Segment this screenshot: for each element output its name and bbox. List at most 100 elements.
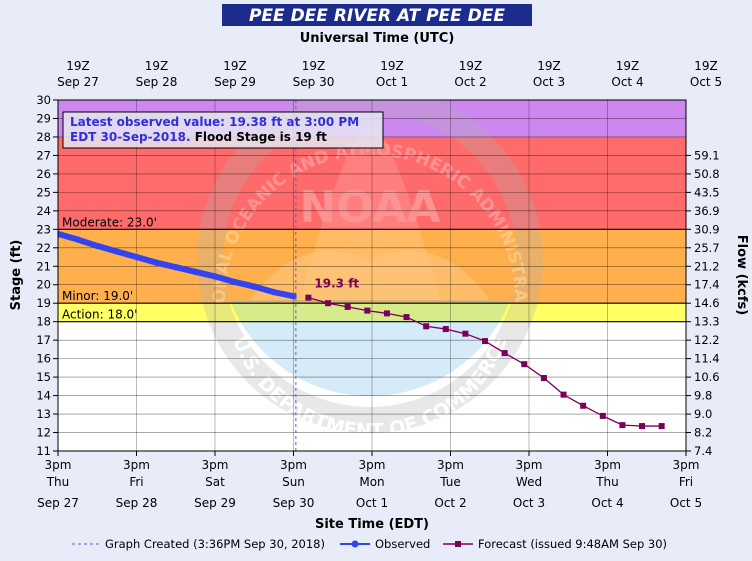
top-tick-time: 19Z (616, 59, 640, 73)
observed-point (290, 292, 297, 300)
legend-forecast-label: Forecast (issued 9:48AM Sep 30) (478, 537, 667, 551)
forecast-point (383, 310, 390, 317)
forecast-point (658, 423, 665, 430)
legend-created-label: Graph Created (3:36PM Sep 30, 2018) (105, 537, 325, 551)
y-tick-label: 18 (36, 315, 51, 329)
y-tick-label: 25 (36, 185, 51, 199)
top-tick-date: Oct 3 (533, 75, 565, 89)
threshold-label: Action: 18.0' (62, 308, 137, 322)
y-tick-label: 20 (36, 278, 51, 292)
legend-observed-label: Observed (375, 537, 430, 551)
y-tick-label: 22 (36, 241, 51, 255)
top-tick-time: 19Z (302, 59, 326, 73)
observed-point (113, 248, 121, 255)
x-tick-date: Sep 29 (194, 496, 236, 510)
flow-tick-label: 7.4 (694, 444, 712, 458)
legend-forecast-marker (455, 541, 461, 547)
flow-tick-label: 13.3 (694, 315, 720, 329)
y-tick-label: 14 (36, 389, 51, 403)
x-tick-day: Sun (282, 475, 305, 489)
observed-point (251, 283, 258, 290)
x-tick-day: Sat (205, 475, 225, 489)
y-tick-label: 19 (36, 296, 51, 310)
top-tick-date: Oct 4 (611, 75, 643, 89)
series-layer: 19.3 ft (58, 100, 665, 451)
top-tick-time: 19Z (223, 59, 247, 73)
annotation-line2: EDT 30-Sep-2018. Flood Stage is 19 ft (70, 130, 327, 144)
x-tick-time: 3pm (516, 458, 543, 472)
x-tick-date: Oct 2 (434, 496, 466, 510)
x-tick-date: Oct 4 (591, 496, 623, 510)
top-tick-time: 19Z (145, 59, 169, 73)
x-tick-time: 3pm (437, 458, 464, 472)
top-tick-date: Sep 29 (214, 75, 256, 89)
x-tick-time: 3pm (202, 458, 229, 472)
x-tick-date: Sep 30 (273, 496, 315, 510)
y-tick-label: 28 (36, 130, 51, 144)
flow-tick-label: 43.5 (694, 185, 720, 199)
forecast-start-label: 19.3 ft (314, 277, 359, 291)
forecast-point (560, 391, 567, 398)
top-tick-time: 19Z (66, 59, 90, 73)
x-tick-time: 3pm (594, 458, 621, 472)
x-tick-day: Fri (679, 475, 693, 489)
forecast-point (540, 375, 547, 382)
y-tick-label: 16 (36, 352, 51, 366)
band-normal (58, 321, 686, 451)
y-tick-label: 13 (36, 407, 51, 421)
forecast-point (599, 412, 606, 419)
forecast-point (462, 330, 469, 337)
legend-observed-marker (351, 540, 359, 548)
y-axis-right-label: Flow (kcfs) (734, 235, 749, 315)
x-axis-label: Site Time (EDT) (315, 517, 429, 532)
threshold-lines: Moderate: 23.0' Minor: 19.0' Action: 18.0' (58, 215, 686, 323)
annotation-line1: Latest observed value: 19.38 ft at 3:00 … (70, 115, 359, 129)
y-tick-label: 12 (36, 426, 51, 440)
top-axis-title: Universal Time (UTC) (300, 31, 455, 46)
x-tick-date: Sep 27 (37, 496, 79, 510)
x-tick-day: Thu (595, 475, 619, 489)
forecast-point (639, 423, 646, 430)
x-tick-day: Wed (516, 475, 542, 489)
observed-point (270, 288, 278, 296)
latest-observation-box: Latest observed value: 19.38 ft at 3:00 … (62, 111, 384, 149)
flow-tick-label: 11.4 (694, 352, 720, 366)
y-tick-label: 29 (36, 111, 51, 125)
x-tick-date: Oct 5 (670, 496, 702, 510)
top-tick-date: Sep 27 (57, 75, 99, 89)
x-tick-time: 3pm (123, 458, 150, 472)
top-tick-date: Oct 1 (376, 75, 408, 89)
y-tick-label: 17 (36, 333, 51, 347)
y-tick-label: 27 (36, 148, 51, 162)
y-tick-label: 23 (36, 222, 51, 236)
flow-tick-label: 9.0 (694, 407, 712, 421)
threshold-label: Minor: 19.0' (62, 289, 133, 303)
top-tick-date: Sep 30 (293, 75, 335, 89)
top-tick-date: Oct 2 (454, 75, 486, 89)
flow-tick-label: 21.2 (694, 259, 720, 273)
forecast-point (482, 338, 489, 345)
observed-point (58, 230, 62, 238)
forecast-point (403, 314, 410, 321)
axes: 11 12 13 14 15 16 17 18 19 20 21 22 23 24 25 26 27 28 29 30… (36, 59, 722, 510)
threshold-label: Moderate: 23.0' (62, 215, 157, 229)
y-axis-label: Stage (ft) (9, 240, 24, 311)
watermark-noaa-text: NOAA (299, 182, 440, 233)
forecast-point (521, 361, 528, 368)
x-tick-day: Mon (359, 475, 384, 489)
forecast-point (325, 300, 332, 307)
flow-tick-label: 25.7 (694, 241, 720, 255)
observed-point (152, 259, 160, 266)
band-moderate (58, 136, 686, 230)
flow-tick-label: 50.8 (694, 167, 720, 181)
observed-point (94, 242, 101, 250)
top-tick-time: 19Z (537, 59, 561, 73)
y-tick-label: 15 (36, 370, 51, 384)
forecast-point (580, 402, 587, 409)
x-tick-date: Sep 28 (116, 496, 158, 510)
title-bar (222, 4, 532, 26)
x-tick-day: Thu (46, 475, 70, 489)
forecast-point (364, 307, 371, 314)
x-tick-time: 3pm (45, 458, 72, 472)
x-tick-time: 3pm (280, 458, 307, 472)
